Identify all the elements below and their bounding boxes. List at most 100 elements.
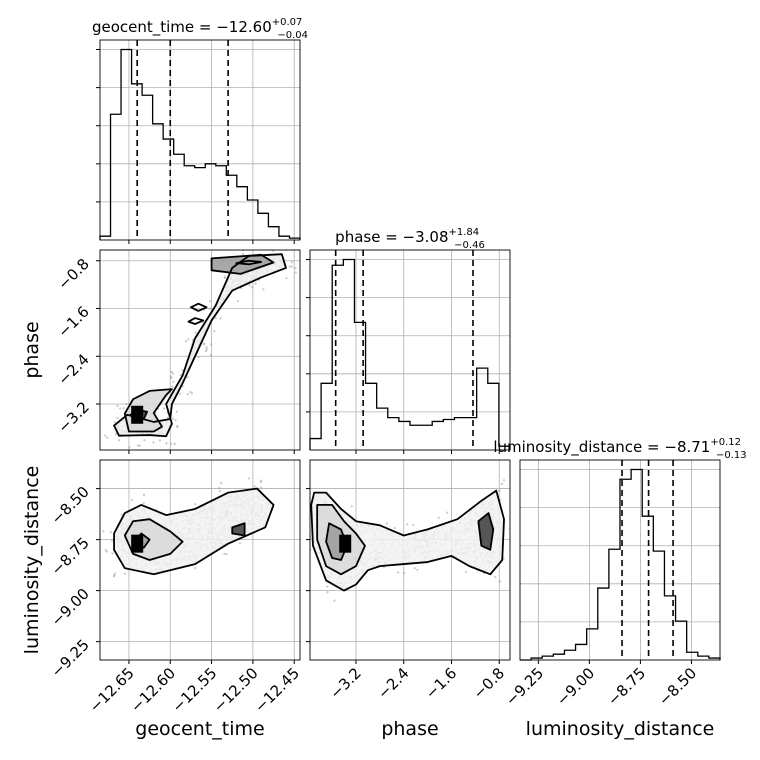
axes-frame	[99, 39, 301, 241]
sample-point	[220, 481, 223, 485]
title-sup: +0.07	[272, 17, 303, 28]
contour-panel-phase-luminosity_distance	[306, 459, 511, 664]
x-axis-label-phase: phase	[381, 718, 438, 740]
sample-point	[113, 421, 117, 424]
sample-point	[501, 482, 504, 486]
sample-point	[259, 480, 262, 484]
sample-point	[213, 330, 216, 333]
y-tick-label: −2.4	[54, 350, 92, 388]
sample-point	[223, 552, 226, 555]
sample-point	[416, 568, 419, 571]
sample-point	[111, 552, 114, 555]
y-tick-label: −3.2	[54, 398, 92, 436]
sample-point	[165, 442, 168, 445]
sample-point	[186, 376, 189, 379]
sample-point	[294, 266, 297, 270]
y-tick-label: −9.00	[48, 585, 93, 630]
axes-frame	[309, 249, 511, 451]
sample-point	[163, 407, 166, 410]
sample-point	[106, 550, 109, 553]
title-sub: −0.46	[454, 240, 485, 251]
panel-content	[104, 250, 297, 449]
sample-point	[116, 417, 119, 420]
sample-point	[254, 282, 257, 285]
sample-point	[218, 490, 221, 493]
panel-title-luminosity_distance: luminosity_distance = −8.71+0.12 −0.13	[493, 437, 746, 461]
sample-point	[171, 372, 175, 375]
sample-point	[502, 479, 506, 482]
sample-point	[171, 417, 175, 420]
sample-point	[179, 373, 182, 377]
x-tick-label: −9.25	[502, 664, 547, 709]
panel-title-phase: phase = −3.08+1.84 −0.46	[335, 227, 485, 251]
panel-content	[102, 477, 275, 578]
contour-line	[310, 489, 505, 592]
sample-point	[116, 404, 119, 407]
sample-point	[350, 505, 353, 508]
contour-line	[231, 522, 246, 537]
contour-line	[132, 532, 151, 549]
contour-line	[477, 512, 495, 551]
sample-point	[143, 439, 146, 442]
sample-point	[113, 574, 116, 577]
sample-point	[113, 572, 117, 575]
contour-line	[113, 487, 275, 576]
sample-point	[294, 271, 297, 274]
sample-point	[109, 530, 112, 534]
sample-point	[187, 338, 190, 341]
sample-point	[194, 567, 197, 570]
x-tick-label: −12.50	[210, 664, 262, 716]
x-tick-label: −12.55	[168, 664, 220, 716]
sample-point	[172, 380, 175, 383]
sample-point	[104, 549, 107, 552]
sample-point	[437, 516, 440, 519]
sample-point	[175, 410, 178, 413]
sample-point	[397, 571, 400, 574]
sample-point	[142, 502, 145, 505]
histogram-geocent_time	[99, 48, 301, 240]
sample-point	[120, 513, 123, 516]
title-sub: −0.04	[277, 30, 308, 41]
sample-point	[194, 503, 197, 506]
y-tick-label: −0.8	[54, 255, 92, 293]
sample-point	[412, 523, 415, 526]
sample-point	[181, 369, 184, 372]
sample-point	[406, 523, 409, 526]
sample-point	[138, 444, 141, 447]
histogram-luminosity_distance	[520, 468, 721, 661]
sample-point	[333, 599, 336, 602]
sample-point	[285, 276, 288, 280]
sample-point	[290, 265, 294, 268]
density-fill	[311, 490, 505, 591]
x-tick-label: −2.4	[374, 664, 412, 702]
sample-point	[174, 419, 177, 422]
sample-point	[197, 355, 200, 359]
sample-point	[104, 434, 107, 437]
sample-point	[112, 575, 115, 578]
sample-point	[248, 284, 251, 287]
y-tick-label: −8.75	[48, 534, 93, 579]
sample-point	[170, 442, 173, 445]
sample-point	[152, 441, 155, 444]
sample-point	[326, 591, 329, 594]
sample-point	[219, 317, 222, 320]
y-tick-label: −8.50	[48, 483, 93, 528]
sample-point	[178, 392, 181, 395]
x-axis-label-geocent_time: geocent_time	[135, 718, 264, 740]
panel-content	[310, 479, 510, 602]
sample-point	[166, 416, 170, 419]
sample-point	[403, 571, 406, 575]
x-tick-label: −9.00	[553, 664, 598, 709]
histogram-phase	[309, 258, 511, 450]
sample-point	[209, 354, 212, 357]
contour-panel-geocent_time-phase	[96, 249, 301, 454]
sample-point	[114, 432, 118, 435]
sample-point	[136, 444, 140, 447]
panel-title-geocent_time: geocent_time = −12.60+0.07 −0.04	[92, 17, 308, 41]
sample-point	[446, 511, 449, 514]
sample-point	[190, 392, 194, 395]
sample-point	[288, 265, 291, 268]
sample-point	[184, 340, 188, 343]
sample-point	[241, 252, 245, 256]
sample-point	[125, 403, 128, 406]
